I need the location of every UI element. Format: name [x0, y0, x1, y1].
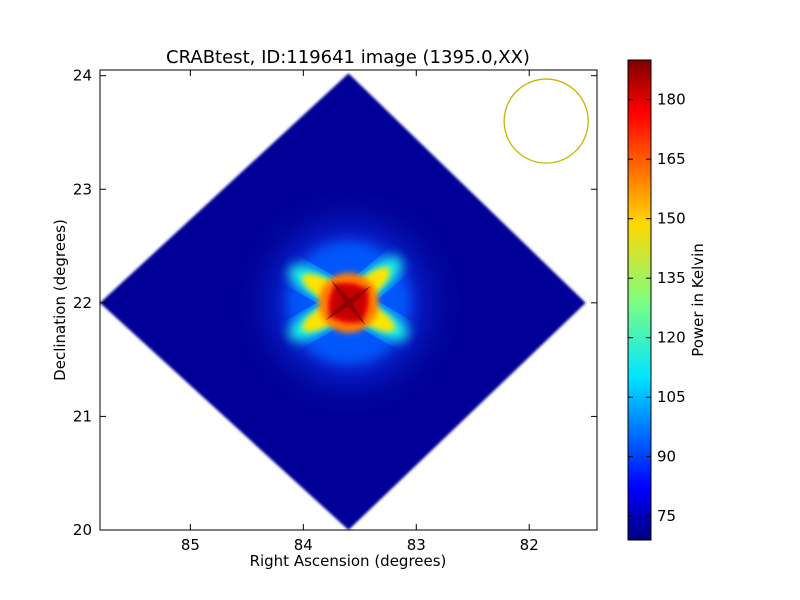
hotspot-core	[325, 280, 372, 326]
y-ticks: 20 21 22 23 24	[73, 67, 597, 539]
x-tick-label: 82	[520, 536, 539, 554]
y-tick-label: 23	[73, 180, 92, 198]
x-tick-label: 83	[407, 536, 426, 554]
colorbar-tick-label: 105	[657, 388, 686, 406]
x-tick-label: 84	[294, 536, 313, 554]
y-tick-label: 22	[73, 294, 92, 312]
y-tick-label: 21	[73, 407, 92, 425]
y-tick-label: 24	[73, 67, 92, 85]
colorbar-label: Power in Kelvin	[689, 243, 707, 357]
plot-area: 85 84 83 82 20 21 22 23 24	[73, 67, 598, 554]
plot-frame	[99, 69, 598, 531]
beam-circle	[503, 78, 589, 164]
colorbar-tick-label: 150	[657, 210, 686, 228]
x-axis-label: Right Ascension (degrees)	[250, 552, 447, 570]
core-peak	[325, 280, 372, 326]
colorbar-tick-label: 165	[657, 150, 686, 168]
colorbar-tick-label: 180	[657, 91, 686, 109]
x-tick-label: 85	[181, 536, 200, 554]
colorbar-tick-label: 120	[657, 329, 686, 347]
colorbar-tick-label: 90	[657, 448, 676, 466]
chart-title: CRABtest, ID:119641 image (1395.0,XX)	[166, 47, 530, 68]
colorbar-tick-label: 75	[657, 507, 676, 525]
y-tick-label: 20	[73, 521, 92, 539]
colorbar-bar	[627, 59, 652, 541]
colorbar-ticks: 75 90 105 120 135 150 165 180	[628, 91, 686, 525]
x-ticks: 85 84 83 82	[181, 70, 539, 554]
colorbar: 75 90 105 120 135 150 165 180 Power in Kelvin	[627, 59, 707, 541]
map-layer	[100, 73, 589, 530]
y-axis-label: Declination (degrees)	[51, 219, 69, 381]
hotspot	[228, 182, 469, 423]
colorbar-tick-label: 135	[657, 269, 686, 287]
